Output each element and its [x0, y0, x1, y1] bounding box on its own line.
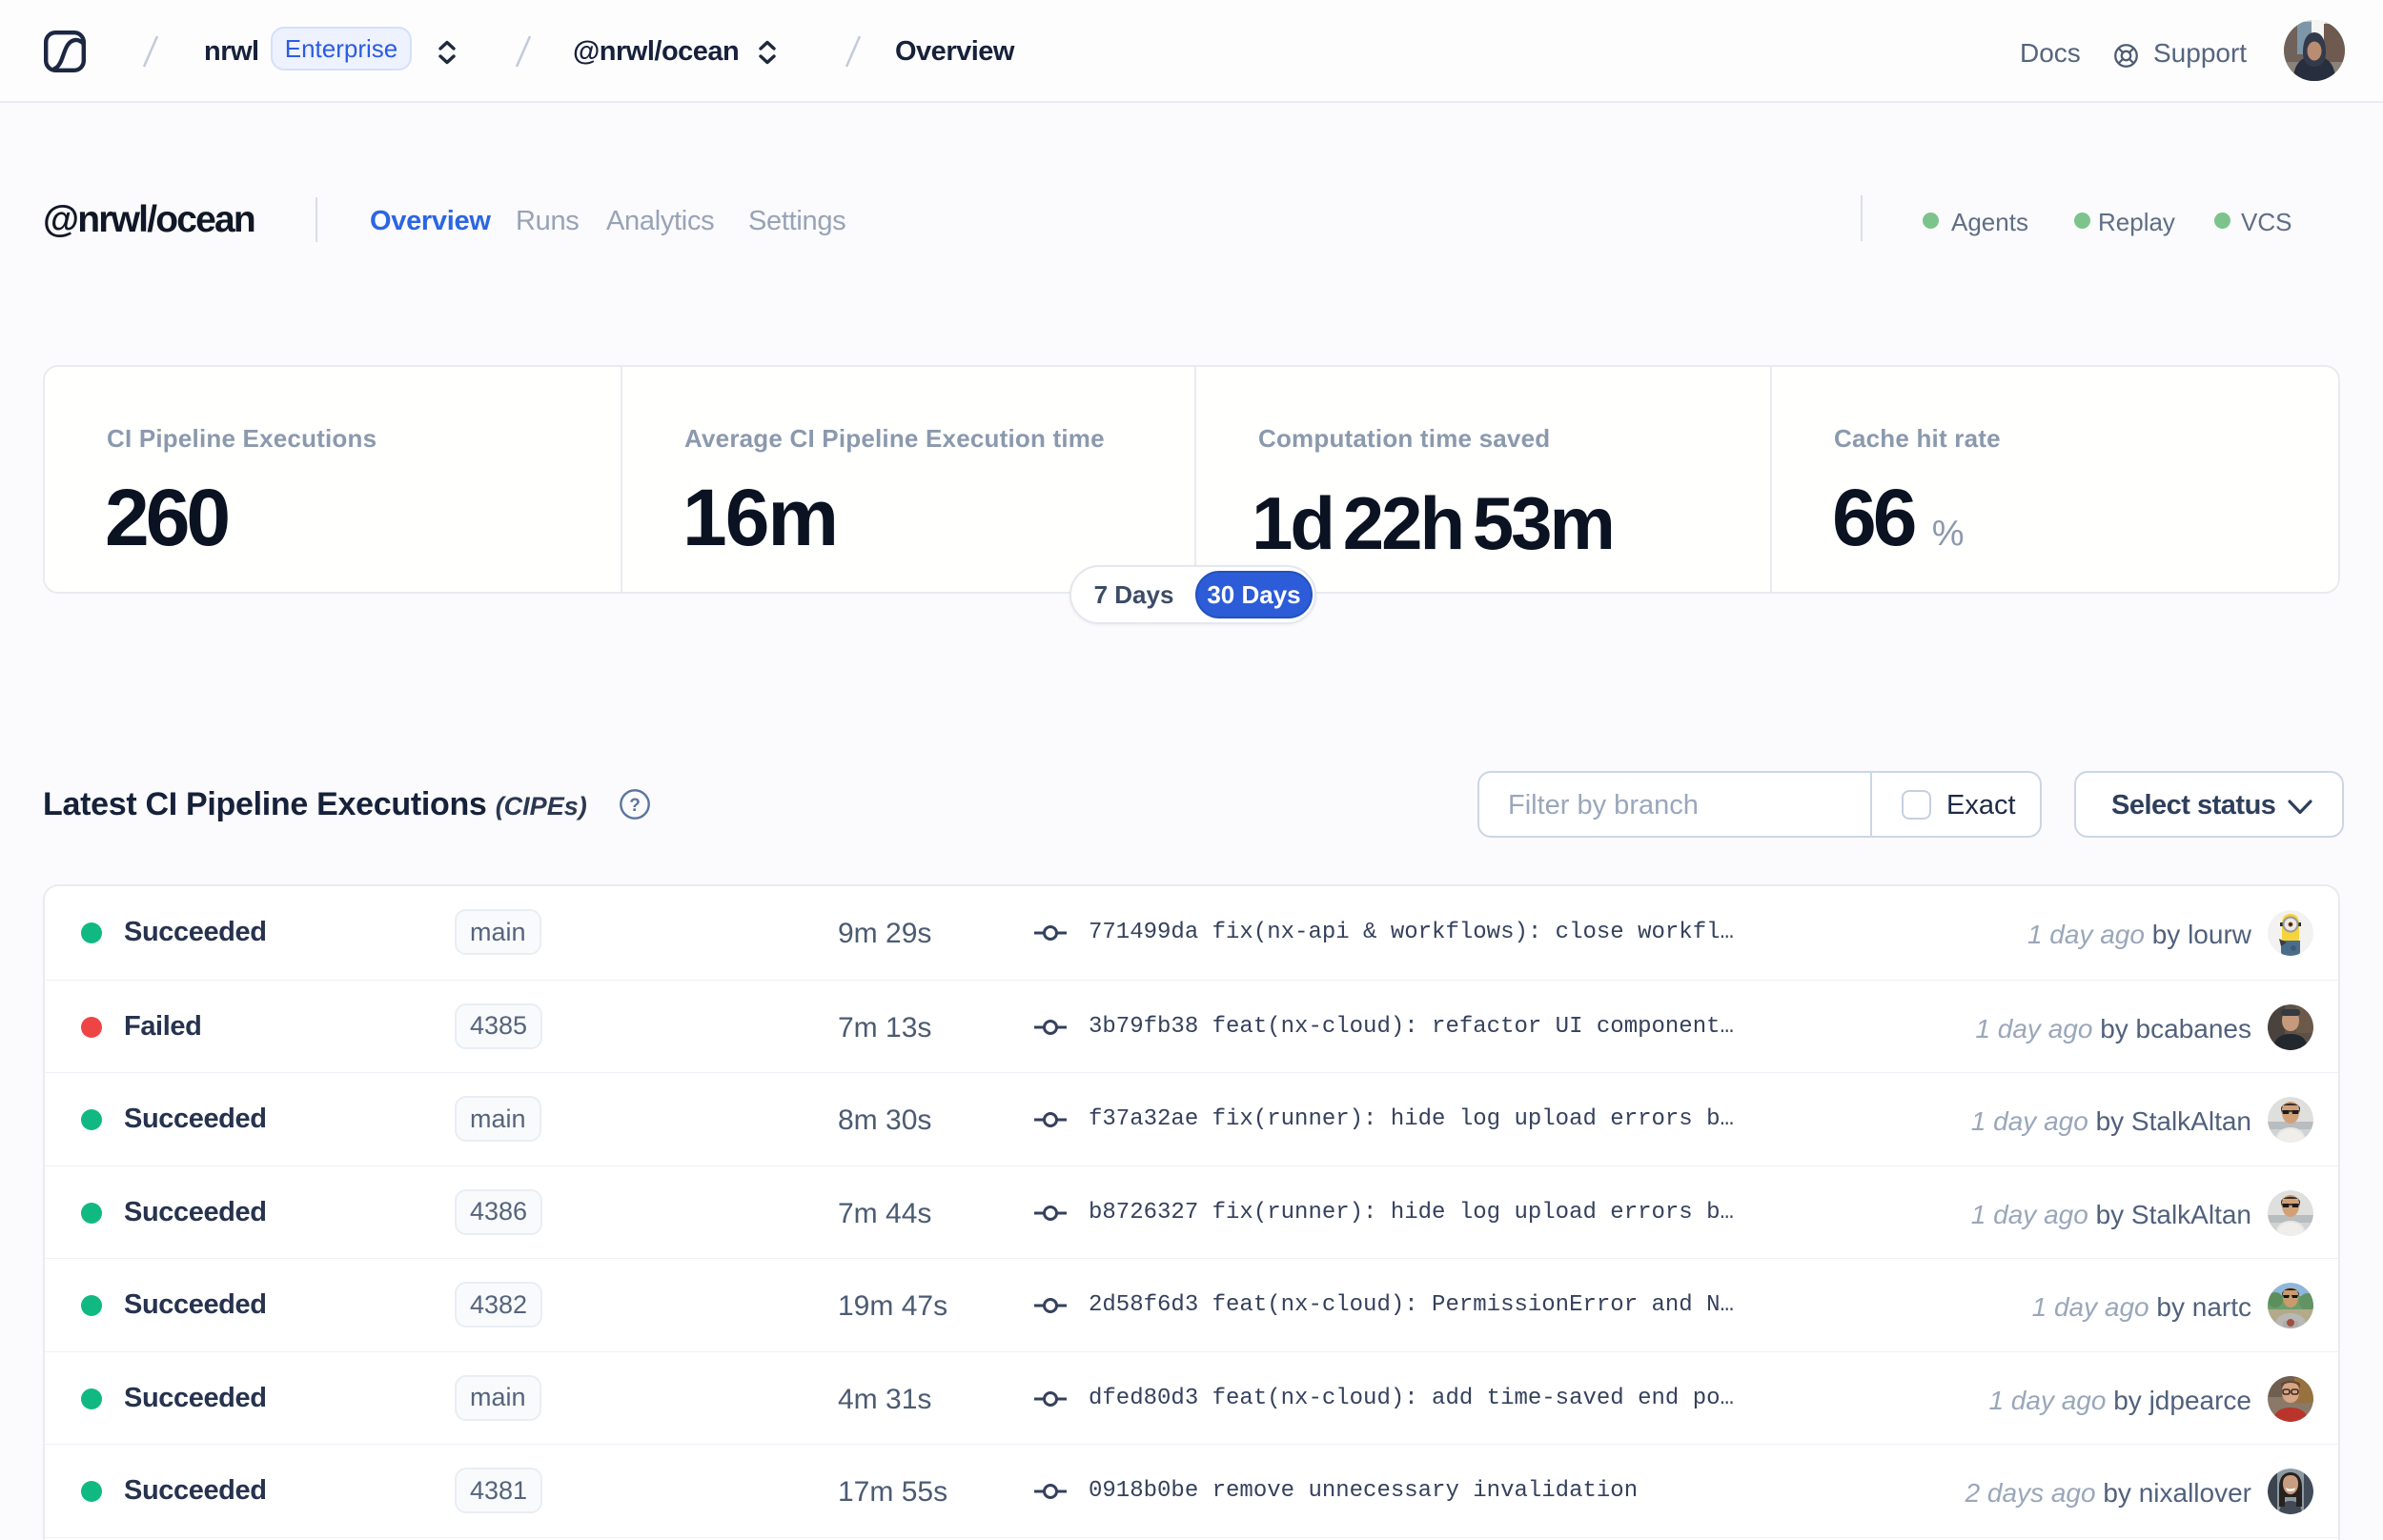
svg-text:?: ? — [629, 796, 641, 816]
